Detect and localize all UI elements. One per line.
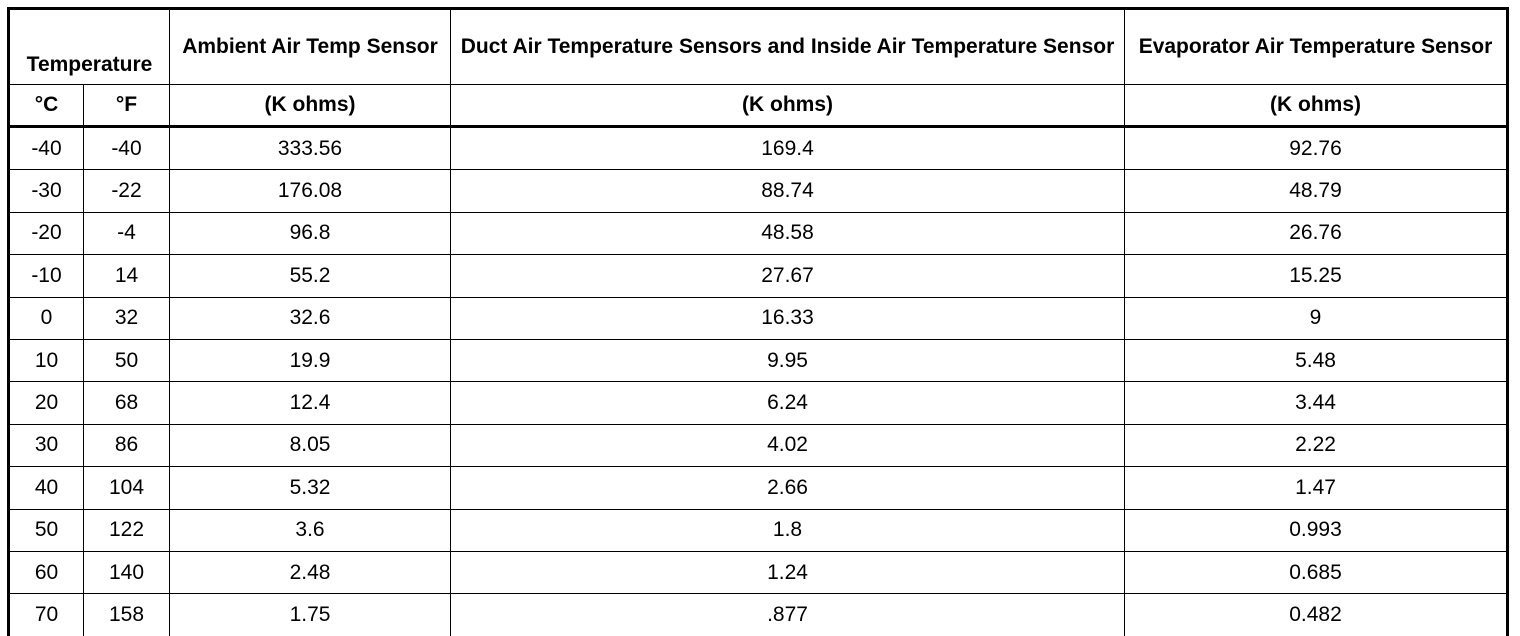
data-cell: -40 <box>8 125 84 171</box>
data-cell: 0 <box>8 296 84 340</box>
data-cell: 169.4 <box>450 125 1125 171</box>
data-cell: 48.79 <box>1124 169 1508 213</box>
data-cell: 0.993 <box>1124 508 1508 552</box>
data-cell: 88.74 <box>450 169 1125 213</box>
data-cell: -22 <box>83 169 170 213</box>
data-cell: 12.4 <box>169 381 451 425</box>
data-row: 30 86 8.05 4.02 2.22 <box>8 423 1508 468</box>
data-cell: 26.76 <box>1124 211 1508 256</box>
data-cell: 48.58 <box>450 211 1125 256</box>
unit-cell: (K ohms) <box>1124 84 1508 128</box>
data-cell: 5.32 <box>169 466 451 510</box>
data-cell: 68 <box>83 381 170 425</box>
unit-cell: (K ohms) <box>450 84 1125 128</box>
data-cell: -30 <box>8 169 84 213</box>
data-cell: 5.48 <box>1124 338 1508 383</box>
data-cell: 8.05 <box>169 423 451 468</box>
data-cell: 14 <box>83 254 170 298</box>
header-cell: Temperature <box>8 8 170 85</box>
data-cell: 1.75 <box>169 593 451 636</box>
data-cell: 9.95 <box>450 338 1125 383</box>
data-cell: 6.24 <box>450 381 1125 425</box>
data-cell: 27.67 <box>450 254 1125 298</box>
data-cell: 104 <box>83 466 170 510</box>
data-row: -10 14 55.2 27.67 15.25 <box>8 254 1508 298</box>
data-row: 40 104 5.32 2.66 1.47 <box>8 466 1508 510</box>
data-cell: 333.56 <box>169 125 451 171</box>
data-cell: -40 <box>83 125 170 171</box>
data-cell: 20 <box>8 381 84 425</box>
data-cell: 4.02 <box>450 423 1125 468</box>
data-cell: 19.9 <box>169 338 451 383</box>
data-cell: 50 <box>83 338 170 383</box>
resistance-table: Temperature Ambient Air Temp Sensor Duct A… <box>7 7 1509 636</box>
data-cell: 15.25 <box>1124 254 1508 298</box>
data-cell: -20 <box>8 211 84 256</box>
data-row: 0 32 32.6 16.33 9 <box>8 296 1508 340</box>
data-cell: -4 <box>83 211 170 256</box>
data-cell: .877 <box>450 593 1125 636</box>
data-cell: 1.47 <box>1124 466 1508 510</box>
data-cell: 1.8 <box>450 508 1125 552</box>
data-cell: 60 <box>8 550 84 595</box>
data-row: -40 -40 333.56 169.4 92.76 <box>8 125 1508 171</box>
data-cell: 158 <box>83 593 170 636</box>
units-row: °C °F (K ohms) (K ohms) (K ohms) <box>8 84 1508 128</box>
table-body: Temperature Ambient Air Temp Sensor Duct A… <box>8 8 1508 636</box>
data-cell: 1.24 <box>450 550 1125 595</box>
data-cell: 32 <box>83 296 170 340</box>
data-row: 50 122 3.6 1.8 0.993 <box>8 508 1508 552</box>
data-cell: 2.48 <box>169 550 451 595</box>
unit-cell: (K ohms) <box>169 84 451 128</box>
header-cell: Duct Air Temperature Sensors and Inside … <box>450 8 1125 85</box>
data-cell: 92.76 <box>1124 125 1508 171</box>
data-cell: 122 <box>83 508 170 552</box>
unit-cell: °F <box>83 84 170 128</box>
data-cell: 50 <box>8 508 84 552</box>
data-cell: 0.482 <box>1124 593 1508 636</box>
data-row: 60 140 2.48 1.24 0.685 <box>8 550 1508 595</box>
data-cell: 2.22 <box>1124 423 1508 468</box>
header-cell: Ambient Air Temp Sensor <box>169 8 451 85</box>
data-cell: 30 <box>8 423 84 468</box>
data-cell: 3.6 <box>169 508 451 552</box>
data-cell: 0.685 <box>1124 550 1508 595</box>
data-row: 20 68 12.4 6.24 3.44 <box>8 381 1508 425</box>
data-cell: 96.8 <box>169 211 451 256</box>
data-cell: 86 <box>83 423 170 468</box>
data-cell: 3.44 <box>1124 381 1508 425</box>
data-row: -20 -4 96.8 48.58 26.76 <box>8 211 1508 256</box>
data-row: -30 -22 176.08 88.74 48.79 <box>8 169 1508 213</box>
unit-cell: °C <box>8 84 84 128</box>
data-cell: 32.6 <box>169 296 451 340</box>
data-cell: 2.66 <box>450 466 1125 510</box>
data-row: 70 158 1.75.877 0.482 <box>8 593 1508 636</box>
data-cell: 40 <box>8 466 84 510</box>
header-cell: Evaporator Air Temperature Sensor <box>1124 8 1508 85</box>
data-cell: -10 <box>8 254 84 298</box>
data-row: 10 50 19.9 9.95 5.48 <box>8 338 1508 383</box>
data-cell: 70 <box>8 593 84 636</box>
data-cell: 55.2 <box>169 254 451 298</box>
data-cell: 10 <box>8 338 84 383</box>
data-cell: 176.08 <box>169 169 451 213</box>
data-cell: 16.33 <box>450 296 1125 340</box>
data-cell: 140 <box>83 550 170 595</box>
header-row: Temperature Ambient Air Temp Sensor Duct A… <box>8 8 1508 85</box>
data-cell: 9 <box>1124 296 1508 340</box>
